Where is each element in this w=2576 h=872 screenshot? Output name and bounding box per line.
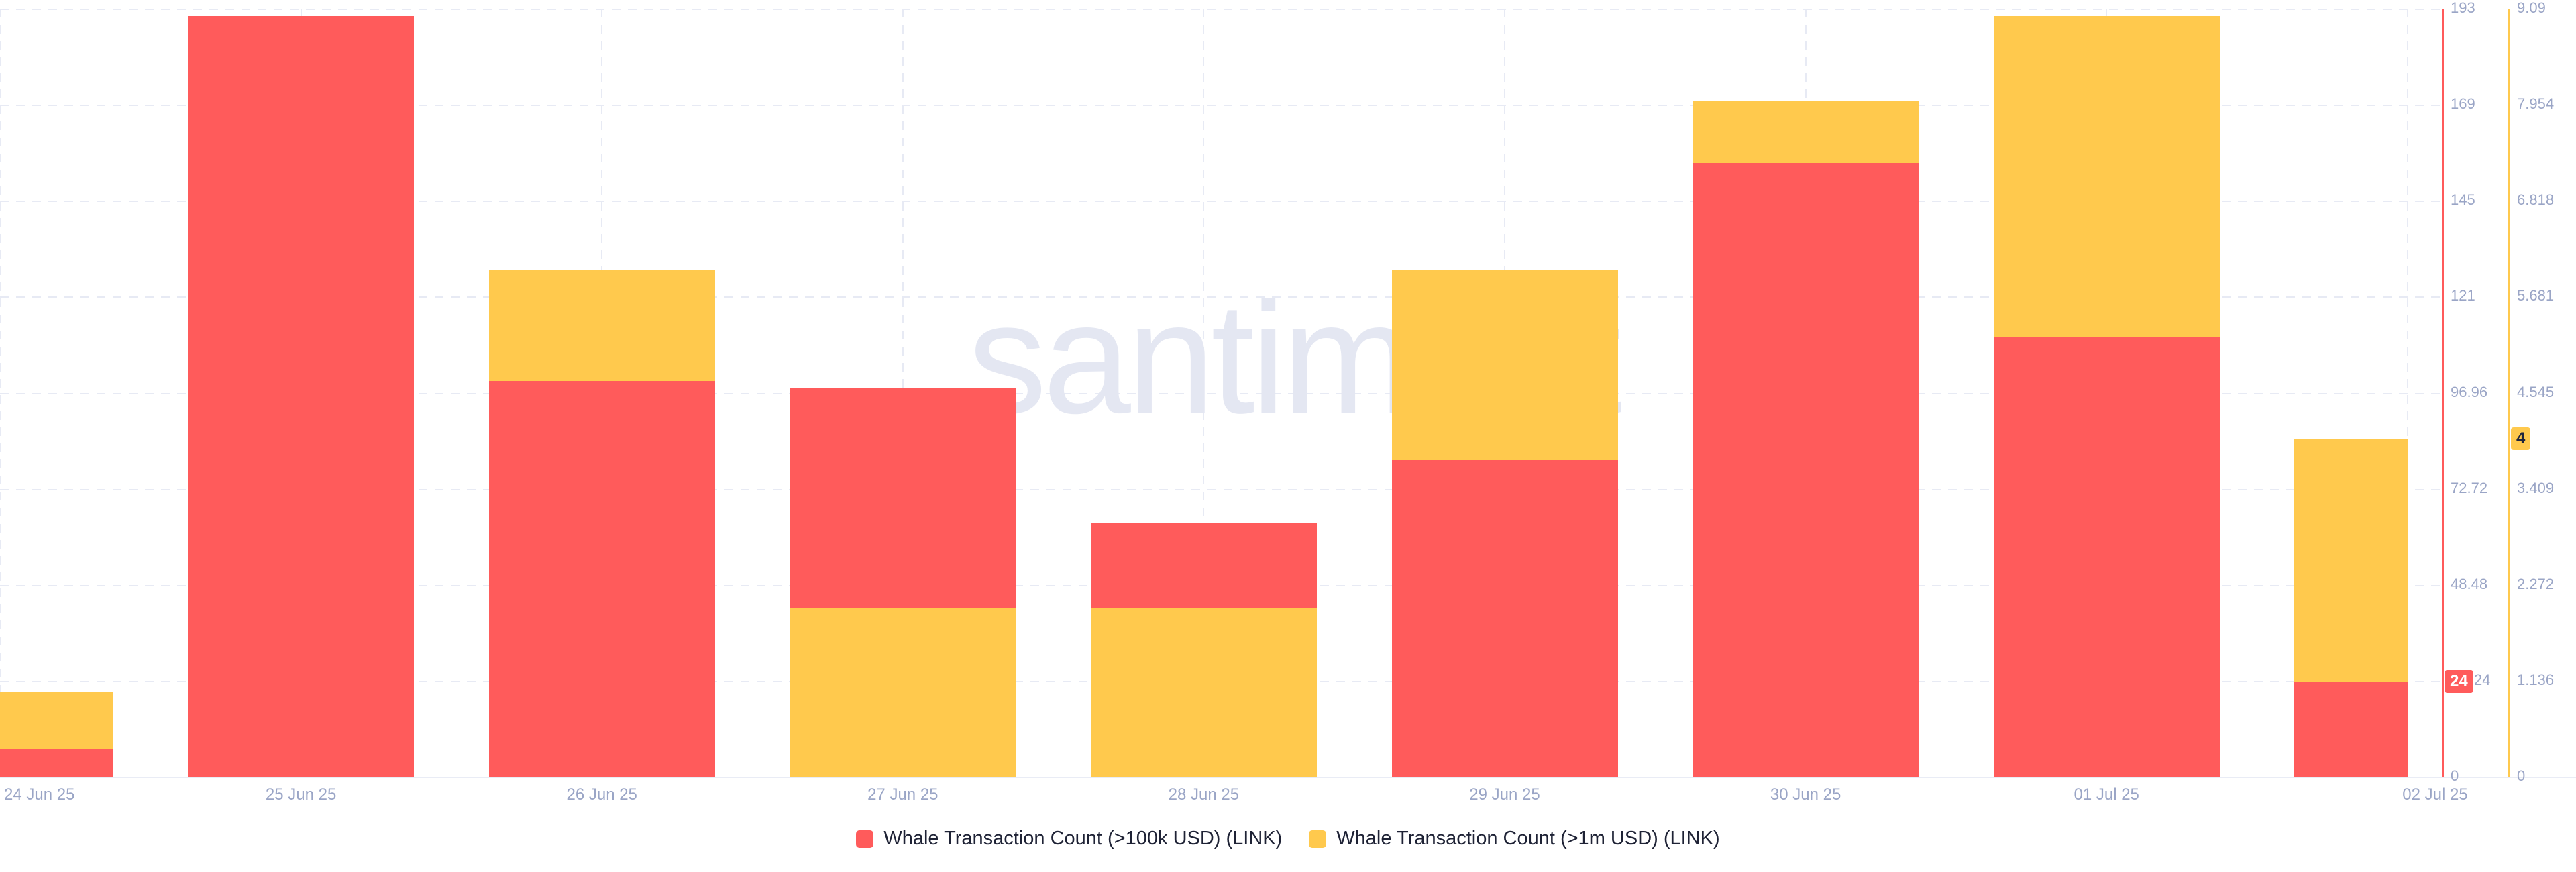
vertical-gridline <box>2406 9 2408 777</box>
legend-item-1m[interactable]: Whale Transaction Count (>1m USD) (LINK) <box>1309 828 1720 850</box>
x-axis-date-label: 27 Jun 25 <box>867 785 938 804</box>
x-axis-date-label: 02 Jul 25 <box>2402 785 2468 804</box>
bar-100k-usd[interactable] <box>1993 337 2220 777</box>
axis-tick-label: 5.681 <box>2517 287 2555 305</box>
x-axis-date-label: 28 Jun 25 <box>1168 785 1240 804</box>
x-axis-date-label: 30 Jun 25 <box>1770 785 1841 804</box>
vertical-gridline <box>1203 9 1205 777</box>
vertical-gridline <box>0 9 1 777</box>
bar-1m-usd[interactable] <box>1090 608 1317 777</box>
latest-value-badge-100k: 24 <box>2445 670 2473 693</box>
bar-100k-usd[interactable] <box>1391 459 1618 777</box>
horizontal-gridline <box>0 296 2442 298</box>
horizontal-gridline <box>0 392 2442 394</box>
axis-tick-label: 145 <box>2451 191 2475 209</box>
axis-tick-label: 121 <box>2451 287 2475 305</box>
horizontal-gridline <box>0 105 2442 107</box>
x-axis-line <box>0 777 2576 778</box>
axis-tick-label: 6.818 <box>2517 191 2555 209</box>
legend-marker-100k-icon <box>856 830 874 848</box>
bar-100k-usd[interactable] <box>0 749 113 777</box>
axis-tick-label: 96.96 <box>2451 383 2488 400</box>
axis-tick-label: 24 <box>2474 671 2491 688</box>
axis-tick-label: 4.545 <box>2517 383 2555 400</box>
axis-tick-label: 0 <box>2517 767 2526 784</box>
axis-tick-label: 1.136 <box>2517 671 2555 688</box>
legend-label-1m: Whale Transaction Count (>1m USD) (LINK) <box>1336 828 1720 849</box>
bar-100k-usd[interactable] <box>2294 682 2408 777</box>
x-axis-date-label: 24 Jun 25 <box>4 785 75 804</box>
axis-tick-label: 48.48 <box>2451 575 2488 592</box>
axis-tick-label: 9.09 <box>2517 0 2546 16</box>
x-axis-date-label: 01 Jul 25 <box>2074 785 2139 804</box>
horizontal-gridline <box>0 201 2442 203</box>
axis-tick-label: 0 <box>2451 767 2459 784</box>
bar-1m-usd[interactable] <box>790 608 1016 777</box>
axis-tick-label: 169 <box>2451 95 2475 113</box>
axis-tick-label: 72.72 <box>2451 479 2488 496</box>
right-axis-line-1m <box>2508 9 2510 777</box>
bar-100k-usd[interactable] <box>188 16 415 777</box>
bar-100k-usd[interactable] <box>488 380 715 777</box>
legend-marker-1m-icon <box>1309 830 1327 848</box>
horizontal-gridline <box>0 9 2442 10</box>
legend-label-100k: Whale Transaction Count (>100k USD) (LIN… <box>883 828 1283 849</box>
x-axis-date-label: 25 Jun 25 <box>265 785 337 804</box>
latest-value-badge-1m: 4 <box>2511 427 2531 450</box>
axis-tick-label: 7.954 <box>2517 95 2555 113</box>
axis-tick-label: 3.409 <box>2517 479 2555 496</box>
bar-100k-usd[interactable] <box>1693 162 1919 777</box>
plot-area[interactable]: .santiment <box>0 0 2442 778</box>
axis-tick-label: 193 <box>2451 0 2475 16</box>
horizontal-gridline <box>0 488 2442 490</box>
x-axis-date-label: 29 Jun 25 <box>1469 785 1540 804</box>
right-axis-line-100k <box>2442 9 2444 777</box>
axis-tick-label: 2.272 <box>2517 575 2555 592</box>
legend-item-100k[interactable]: Whale Transaction Count (>100k USD) (LIN… <box>856 828 1282 850</box>
x-axis-date-label: 26 Jun 25 <box>566 785 637 804</box>
legend: Whale Transaction Count (>100k USD) (LIN… <box>0 828 2576 850</box>
